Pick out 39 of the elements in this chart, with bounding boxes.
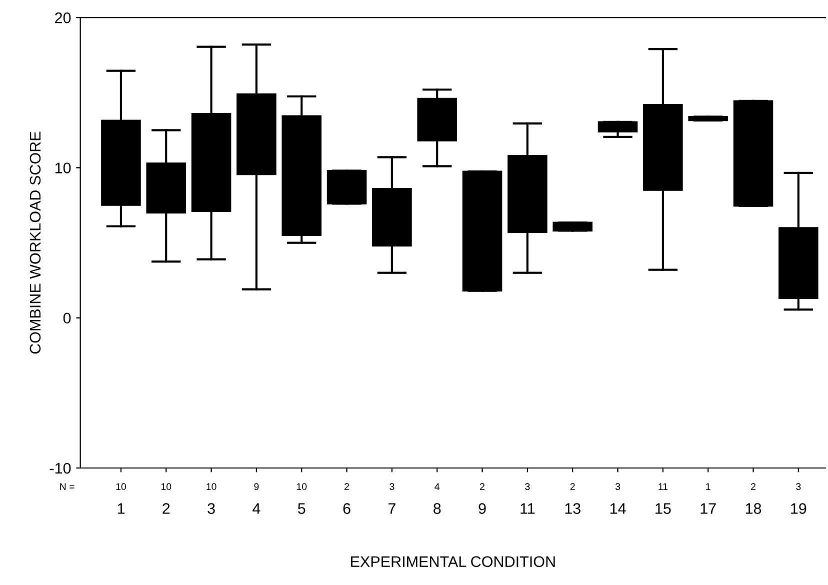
x-tick-label: 6 [343, 503, 350, 514]
x-axis-title: EXPERIMENTAL CONDITION [351, 556, 555, 568]
text: 10 [206, 483, 216, 490]
x-tick-label: 17 [700, 503, 716, 514]
text: 2 [751, 483, 756, 490]
text: 4 [434, 483, 440, 490]
x-tick-label: 1 [118, 503, 124, 514]
x-tick-label: 11 [520, 503, 535, 514]
y-tick-label: 10 [55, 162, 71, 174]
x-tick-label: 4 [252, 503, 260, 514]
text: 10 [296, 483, 307, 490]
x-tick-label: 19 [791, 503, 806, 514]
x-tick-label: 2 [162, 503, 170, 514]
x-tick-label: 13 [565, 503, 580, 514]
text: 1 [706, 483, 710, 490]
text: 9 [254, 483, 259, 490]
x-tick-label: 9 [478, 503, 486, 514]
text: N = [60, 483, 74, 490]
text: 3 [615, 483, 620, 490]
x-tick-label: 5 [298, 503, 306, 514]
y-tick-label: -10 [50, 462, 71, 474]
y-tick-label: 20 [55, 12, 71, 24]
y-axis-title: COMBINE WORKLOAD SCORE [30, 132, 41, 354]
text: 3 [796, 483, 801, 490]
text: 3 [525, 483, 530, 490]
text: 3 [390, 483, 394, 490]
x-tick-label: 3 [208, 503, 215, 514]
x-tick-label: 8 [434, 503, 441, 514]
text: 11 [658, 483, 668, 490]
x-tick-label: 15 [656, 503, 671, 514]
text: 10 [161, 483, 172, 490]
x-tick-label: 14 [610, 503, 626, 514]
x-tick-label: 18 [746, 503, 762, 514]
y-tick-label: 0 [63, 312, 71, 324]
text: 2 [570, 483, 575, 490]
x-tick-label: 7 [388, 503, 396, 514]
text: 2 [344, 483, 349, 490]
text: 2 [480, 483, 484, 490]
text: 10 [116, 483, 126, 490]
